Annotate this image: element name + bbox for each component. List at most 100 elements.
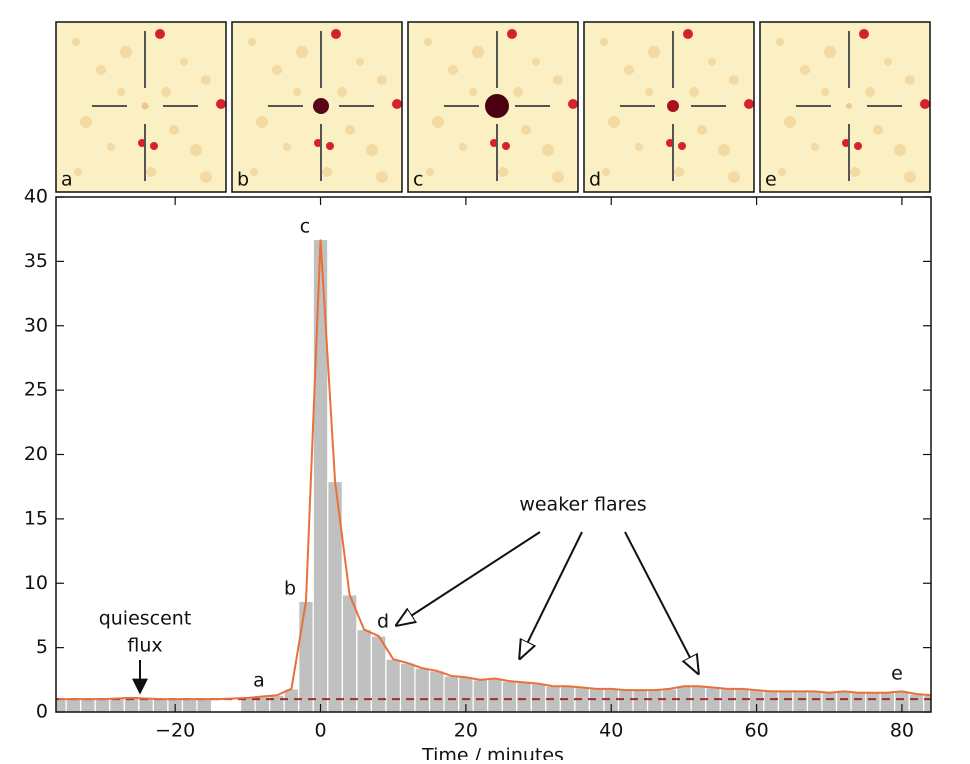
data-layer: [56, 238, 931, 712]
source: [683, 29, 693, 39]
bar: [138, 697, 154, 712]
thumbnail-label: d: [589, 169, 601, 191]
target-source: [141, 102, 149, 110]
faint-source: [283, 143, 291, 151]
bar: [777, 690, 794, 712]
annotation-text: weaker flares: [519, 494, 646, 516]
bar: [472, 679, 489, 712]
bar: [908, 693, 925, 712]
faint-source: [345, 125, 355, 135]
y-tick-label: 20: [24, 443, 48, 465]
faint-source: [424, 38, 432, 46]
faint-source: [821, 88, 829, 96]
annotations: quiescent flux weaker flares a b c d e: [99, 216, 903, 695]
source: [678, 142, 686, 150]
bar: [269, 694, 285, 712]
bar: [196, 698, 213, 712]
bar: [501, 680, 518, 712]
bar: [181, 698, 198, 712]
faint-source: [498, 167, 508, 177]
x-tick-label: 60: [744, 720, 768, 742]
bar: [661, 688, 678, 712]
faint-source: [96, 65, 106, 75]
y-tick-label: 35: [24, 250, 48, 272]
target-source: [313, 98, 329, 114]
thumbnail: d: [583, 21, 755, 193]
source: [568, 99, 578, 109]
faint-source: [521, 125, 531, 135]
faint-source: [250, 168, 258, 176]
bar: [879, 692, 896, 712]
bar: [65, 698, 82, 712]
source: [216, 99, 226, 109]
faint-source: [366, 144, 378, 156]
thumbnail-label: e: [765, 169, 777, 191]
bar: [487, 677, 503, 712]
faint-source: [894, 144, 906, 156]
y-tick-label: 15: [24, 507, 48, 529]
source: [502, 142, 510, 150]
bar: [56, 698, 67, 712]
bar: [646, 689, 663, 712]
faint-source: [190, 144, 202, 156]
thumbnail-bg: [760, 22, 930, 192]
y-tick-label: 30: [24, 314, 48, 336]
bar: [385, 658, 402, 712]
thumbnail-bg: [56, 22, 226, 192]
bar: [835, 690, 852, 712]
thumbnail: b: [231, 21, 403, 193]
faint-source: [180, 58, 188, 66]
faint-source: [635, 143, 643, 151]
faint-source: [72, 38, 80, 46]
faint-source: [697, 125, 707, 135]
faint-source: [432, 116, 444, 128]
source: [854, 142, 862, 150]
faint-source: [552, 171, 564, 183]
thumbnail-strip: a b c d e: [55, 21, 931, 193]
faint-source: [778, 168, 786, 176]
faint-source: [272, 65, 282, 75]
x-tick-label: 80: [890, 720, 914, 742]
thumbnail-frame: [231, 21, 403, 193]
source: [744, 99, 754, 109]
bar: [443, 675, 460, 712]
faint-source: [377, 75, 387, 85]
faint-source: [161, 87, 171, 97]
faint-source: [532, 58, 540, 66]
thumbnail: e: [759, 21, 931, 193]
faint-source: [120, 46, 132, 58]
faint-source: [824, 46, 836, 58]
faint-source: [146, 167, 156, 177]
bar: [414, 667, 431, 712]
bar: [734, 688, 750, 712]
source: [507, 29, 517, 39]
faint-source: [107, 143, 115, 151]
bar: [821, 692, 838, 712]
faint-source: [469, 88, 477, 96]
faint-source: [873, 125, 883, 135]
faint-source: [513, 87, 523, 97]
source: [326, 142, 334, 150]
faint-source: [448, 65, 458, 75]
y-tick-label: 10: [24, 572, 48, 594]
bar: [370, 635, 387, 712]
faint-source: [674, 167, 684, 177]
bar: [80, 698, 96, 712]
faint-source: [248, 38, 256, 46]
bar: [792, 690, 809, 712]
thumbnail: c: [407, 21, 579, 193]
point-label: b: [284, 578, 296, 600]
y-tick-label: 5: [36, 636, 48, 658]
faint-source: [850, 167, 860, 177]
y-tick-label: 40: [24, 186, 48, 208]
faint-source: [553, 75, 563, 85]
thumbnail: a: [55, 21, 227, 193]
faint-source: [322, 167, 332, 177]
faint-source: [800, 65, 810, 75]
bar: [719, 688, 736, 712]
faint-source: [117, 88, 125, 96]
faint-source: [608, 116, 620, 128]
faint-source: [200, 171, 212, 183]
faint-source: [624, 65, 634, 75]
bar: [109, 697, 125, 712]
